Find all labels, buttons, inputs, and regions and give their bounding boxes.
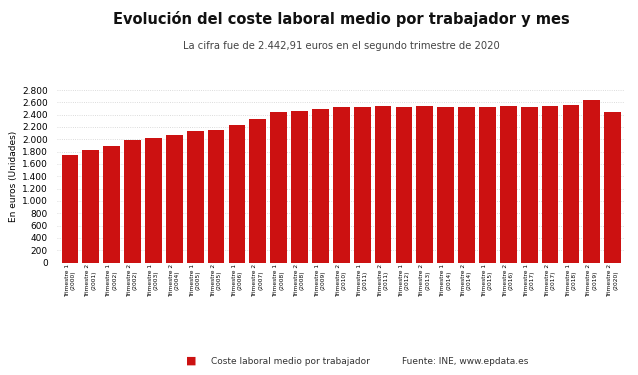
Bar [145,138,162,262]
Bar [458,106,475,262]
Bar [500,106,517,262]
Bar [417,106,433,262]
Bar [103,146,120,262]
Bar [82,150,99,262]
Text: La cifra fue de 2.442,91 euros en el segundo trimestre de 2020: La cifra fue de 2.442,91 euros en el seg… [183,41,500,51]
Bar [438,107,454,262]
Bar [333,107,350,262]
Text: Evolución del coste laboral medio por trabajador y mes: Evolución del coste laboral medio por tr… [113,11,570,27]
Bar [124,140,141,262]
Bar [479,106,496,262]
Bar [228,124,245,262]
Y-axis label: En euros (Unidades): En euros (Unidades) [9,130,18,222]
Bar [542,106,558,262]
Bar [521,106,538,262]
Bar [187,131,204,262]
Bar [208,130,225,262]
Bar [604,112,621,262]
Bar [312,109,329,262]
Bar [375,106,392,262]
Bar [249,119,266,262]
Bar [563,105,579,262]
Bar [62,155,78,262]
Bar [584,100,600,262]
Text: Coste laboral medio por trabajador: Coste laboral medio por trabajador [211,357,369,366]
Bar [271,112,287,262]
Bar [291,111,308,262]
Bar [396,106,412,262]
Text: ■: ■ [186,356,197,366]
Bar [166,135,182,262]
Bar [354,106,371,262]
Text: Fuente: INE, www.epdata.es: Fuente: INE, www.epdata.es [402,357,528,366]
